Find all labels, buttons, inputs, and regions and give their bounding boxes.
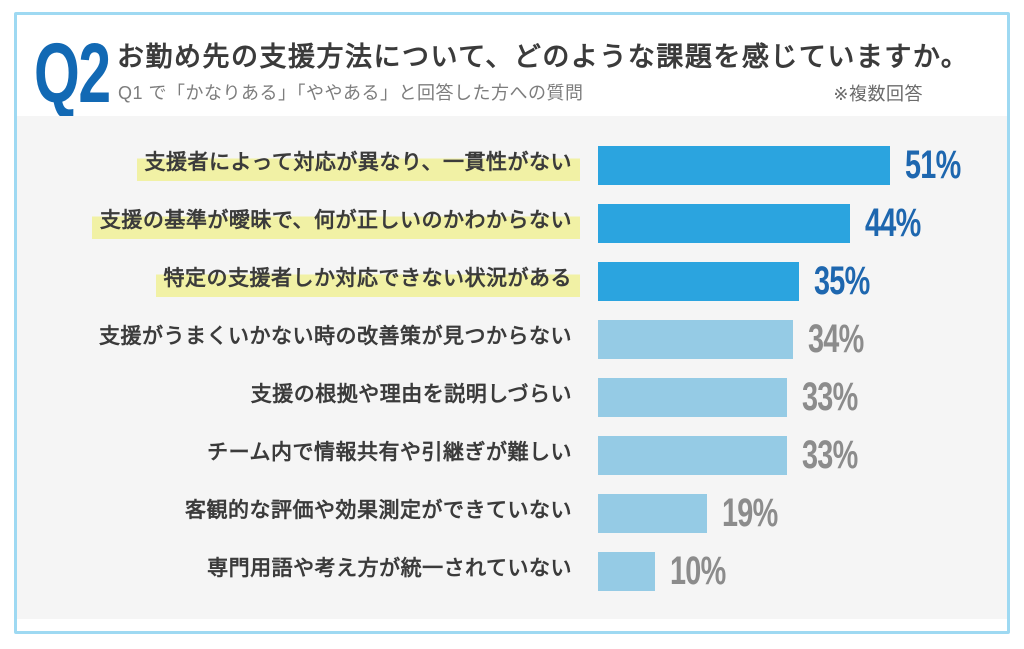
chart-row: 客観的な評価や効果測定ができていない 19% <box>17 484 1007 542</box>
bar-value: 35% <box>814 259 870 303</box>
bar-value: 10% <box>670 549 726 593</box>
bar-value: 33% <box>802 375 858 419</box>
bar <box>598 493 707 533</box>
chart-row: 特定の支援者しか対応できない状況がある 35% <box>17 252 1007 310</box>
question-title: お勤め先の支援方法について、どのような課題を感じていますか。 <box>117 42 970 72</box>
chart-row: 支援の根拠や理由を説明しづらい 33% <box>17 368 1007 426</box>
bar-value: 44% <box>865 201 921 245</box>
bar <box>598 435 787 475</box>
bar-label: 支援の基準が曖昧で、何が正しいのかわからない <box>91 207 580 239</box>
bar-value: 34% <box>808 317 864 361</box>
bar-label: 支援がうまくいかない時の改善策が見つからない <box>99 325 572 349</box>
bar-label: 支援の根拠や理由を説明しづらい <box>250 383 572 407</box>
card-header: Q2 お勤め先の支援方法について、どのような課題を感じていますか。 Q1 で「か… <box>17 15 1007 116</box>
bar-label: 特定の支援者しか対応できない状況がある <box>155 265 580 297</box>
bar-label: 専門用語や考え方が統一されていない <box>207 557 572 581</box>
bar-label: チーム内で情報共有や引継ぎが難しい <box>207 441 572 465</box>
bar-value: 51% <box>905 143 961 187</box>
bar-value: 33% <box>802 433 858 477</box>
bar-value: 19% <box>722 491 778 535</box>
bar <box>598 319 793 359</box>
chart-row: チーム内で情報共有や引継ぎが難しい 33% <box>17 426 1007 484</box>
bar <box>598 203 850 243</box>
bar <box>598 145 890 185</box>
question-card: Q2 お勤め先の支援方法について、どのような課題を感じていますか。 Q1 で「か… <box>14 12 1010 634</box>
bar-label: 支援者によって対応が異なり、一貫性がない <box>136 149 580 181</box>
question-number: Q2 <box>34 26 111 120</box>
bar <box>598 551 655 591</box>
chart-row: 専門用語や考え方が統一されていない 10% <box>17 542 1007 600</box>
chart-row: 支援の基準が曖昧で、何が正しいのかわからない 44% <box>17 194 1007 252</box>
bar <box>598 377 787 417</box>
bar <box>598 261 799 301</box>
question-subtitle: Q1 で「かなりある」「ややある」と回答した方への質問 <box>118 83 584 103</box>
bar-label: 客観的な評価や効果測定ができていない <box>185 499 572 523</box>
bar-chart: 支援者によって対応が異なり、一貫性がない 51% 支援の基準が曖昧で、何が正しい… <box>17 116 1007 619</box>
chart-row: 支援がうまくいかない時の改善策が見つからない 34% <box>17 310 1007 368</box>
chart-row: 支援者によって対応が異なり、一貫性がない 51% <box>17 136 1007 194</box>
multiple-answer-note: ※複数回答 <box>833 84 923 104</box>
